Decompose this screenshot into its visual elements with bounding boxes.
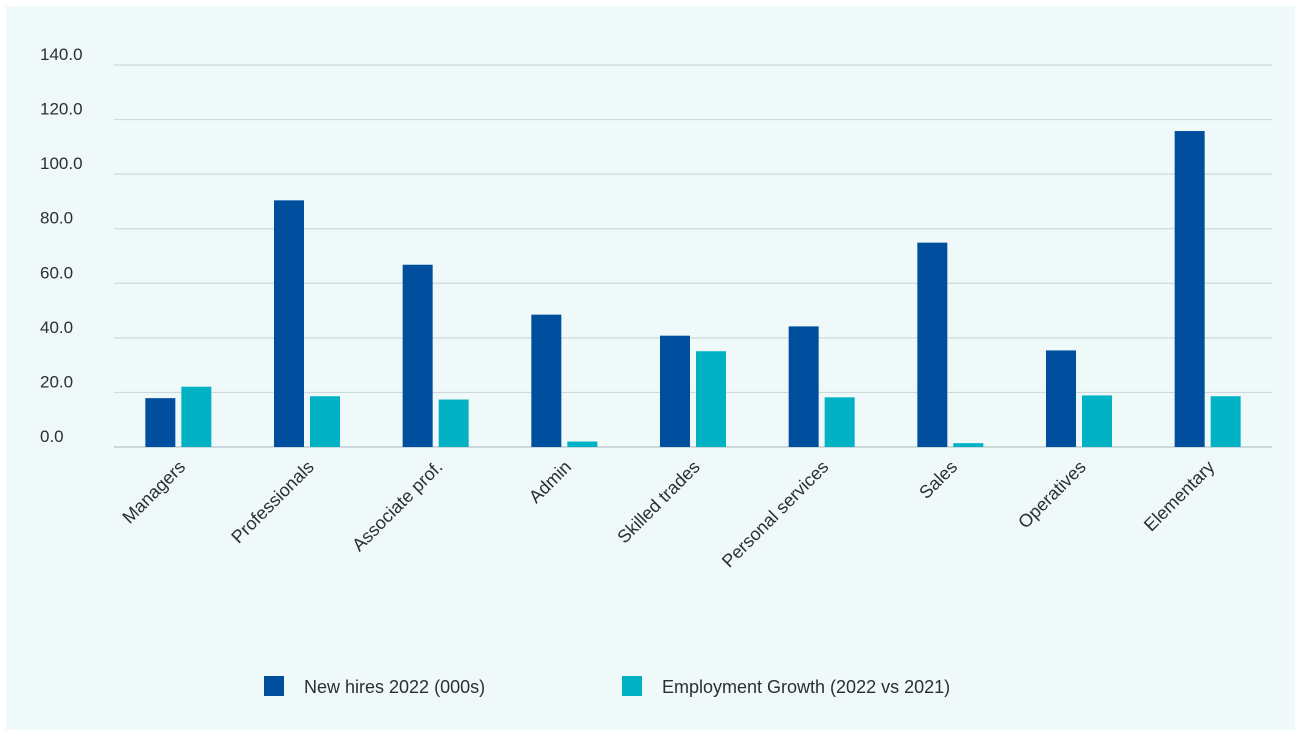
bar-associate-prof-new-hires: [402, 264, 433, 447]
x-category-label-skilled-trades: Skilled trades: [613, 457, 704, 548]
bar-admin-employment-growth: [567, 441, 598, 447]
y-tick-label: 0.0: [40, 427, 64, 446]
legend-label-new-hires: New hires 2022 (000s): [304, 677, 485, 697]
bar-admin-new-hires: [531, 314, 562, 447]
bar-personal-services-new-hires: [788, 326, 819, 447]
y-axis-ticks: 0.0 20.0 40.0 60.0 80.0 100.0 120.0 140.0: [40, 45, 83, 446]
bar-professionals-new-hires: [274, 200, 304, 447]
y-tick-label: 140.0: [40, 45, 83, 64]
x-axis-category-labels: Managers Professionals Associate prof. Admi…: [118, 457, 1218, 572]
x-category-label-sales: Sales: [915, 457, 961, 503]
bar-managers-new-hires: [145, 398, 176, 447]
bar-skilled-trades-new-hires: [660, 335, 690, 447]
bar-elementary-new-hires: [1174, 131, 1205, 447]
y-tick-label: 80.0: [40, 209, 73, 228]
y-tick-label: 20.0: [40, 372, 73, 391]
x-category-label-professionals: Professionals: [227, 457, 318, 548]
bar-sales-new-hires: [917, 242, 948, 447]
x-category-label-admin: Admin: [525, 457, 575, 507]
bar-elementary-employment-growth: [1210, 396, 1241, 447]
bar-chart: 0.0 20.0 40.0 60.0 80.0 100.0 120.0 140.0 Manag…: [40, 45, 1272, 697]
y-tick-label: 40.0: [40, 318, 73, 337]
bars: [145, 131, 1241, 447]
bar-operatives-new-hires: [1046, 350, 1076, 447]
legend-label-employment-growth: Employment Growth (2022 vs 2021): [662, 677, 950, 697]
y-tick-label: 120.0: [40, 100, 83, 119]
bar-associate-prof-employment-growth: [438, 399, 469, 447]
x-category-label-associate-prof: Associate prof.: [348, 457, 446, 555]
bar-skilled-trades-employment-growth: [696, 351, 726, 447]
x-category-label-operatives: Operatives: [1014, 457, 1090, 533]
bar-sales-employment-growth: [953, 443, 984, 447]
bar-professionals-employment-growth: [310, 396, 340, 447]
bar-personal-services-employment-growth: [824, 397, 855, 447]
legend-swatch-employment-growth: [622, 676, 642, 696]
x-category-label-elementary: Elementary: [1140, 457, 1219, 536]
y-tick-label: 60.0: [40, 263, 73, 282]
bar-managers-employment-growth: [181, 386, 212, 447]
x-category-label-managers: Managers: [118, 457, 189, 528]
legend: New hires 2022 (000s) Employment Growth …: [264, 676, 950, 697]
chart-container: 0.0 20.0 40.0 60.0 80.0 100.0 120.0 140.0 Manag…: [6, 6, 1295, 730]
legend-swatch-new-hires: [264, 676, 284, 696]
x-category-label-personal-services: Personal services: [718, 457, 833, 572]
y-tick-label: 100.0: [40, 154, 83, 173]
gridlines: [114, 64, 1272, 448]
bar-operatives-employment-growth: [1082, 395, 1112, 447]
